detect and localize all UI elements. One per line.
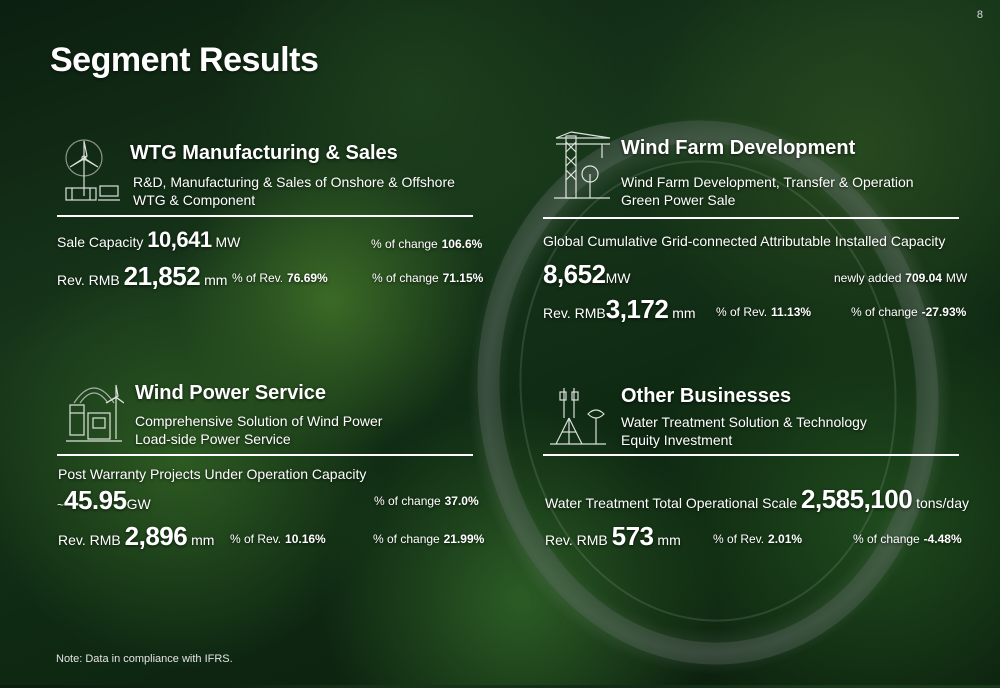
other-businesses-pct-rev: % of Rev. 2.01%	[713, 530, 802, 546]
wind-farm-divider	[543, 217, 959, 219]
wind-farm-rev-change: % of change -27.93%	[851, 303, 966, 319]
other-businesses-divider	[543, 454, 959, 456]
wtg-sale-capacity-value: 10,641	[147, 227, 212, 252]
water-tower-icon	[550, 388, 606, 445]
wind-farm-newly-added: newly added 709.04 MW	[834, 269, 967, 285]
wind-farm-title: Wind Farm Development	[621, 137, 856, 159]
wind-farm-rev-unit: mm	[672, 305, 696, 321]
wind-farm-capacity-value: 8,652	[543, 259, 606, 289]
page-title: Segment Results	[50, 41, 319, 79]
wtg-sale-capacity: Sale Capacity 10,641 MW	[57, 227, 240, 253]
wind-farm-capacity: 8,652MW	[543, 259, 630, 290]
wtg-desc-line2: WTG & Component	[133, 192, 256, 208]
wind-farm-rev-change-value: -27.93%	[921, 305, 967, 319]
wind-farm-pct-rev: % of Rev. 11.13%	[716, 303, 811, 319]
wind-power-service-change-label: % of change	[374, 494, 441, 508]
wtg-revenue: Rev. RMB 21,852 mm	[57, 261, 227, 292]
wind-farm-capacity-unit: MW	[605, 270, 631, 286]
wtg-sale-capacity-change: % of change 106.6%	[371, 235, 482, 251]
wind-farm-newly-added-unit: MW	[945, 271, 968, 285]
wind-turbine-icon	[65, 139, 120, 201]
wtg-change-label: % of change	[371, 237, 438, 251]
wtg-rev-change-value: 71.15%	[442, 271, 484, 285]
wind-power-service-pct-rev-label: % of Rev.	[230, 532, 282, 546]
wind-power-service-capacity-value: 45.95	[64, 485, 127, 515]
wtg-rev-unit: mm	[204, 272, 228, 288]
other-businesses-rev-change-value: -4.48%	[923, 532, 962, 546]
wtg-pct-rev: % of Rev. 76.69%	[232, 269, 328, 285]
wind-power-service-pct-rev: % of Rev. 10.16%	[230, 530, 326, 546]
wind-farm-desc-line2: Green Power Sale	[621, 192, 736, 208]
wind-farm-rev-change-label: % of change	[851, 305, 918, 319]
other-businesses-desc-line2: Equity Investment	[621, 432, 733, 448]
wind-power-service-rev-change-value: 21.99%	[443, 532, 485, 546]
construction-crane-icon	[554, 131, 611, 199]
wind-power-service-capacity-label: Post Warranty Projects Under Operation C…	[58, 466, 367, 482]
wtg-rev-label: Rev. RMB	[57, 272, 120, 288]
wind-power-service-divider	[57, 454, 473, 456]
wind-farm-newly-added-label: newly added	[834, 271, 902, 285]
other-businesses-scale: Water Treatment Total Operational Scale …	[545, 484, 969, 515]
other-businesses-rev-unit: mm	[657, 532, 681, 548]
wind-power-service-capacity-unit: GW	[126, 496, 151, 512]
other-businesses-rev-change: % of change -4.48%	[853, 530, 962, 546]
wind-power-service-rev-change-label: % of change	[373, 532, 440, 546]
other-businesses-rev-value: 573	[611, 521, 654, 551]
wind-power-service-rev-change: % of change 21.99%	[373, 530, 484, 546]
wind-farm-revenue: Rev. RMB3,172 mm	[543, 294, 696, 325]
other-businesses-rev-change-label: % of change	[853, 532, 920, 546]
wtg-sale-capacity-label: Sale Capacity	[57, 234, 144, 250]
wtg-rev-value: 21,852	[123, 261, 201, 291]
wind-farm-newly-added-value: 709.04	[905, 271, 942, 285]
wtg-rev-change: % of change 71.15%	[372, 269, 483, 285]
wtg-pct-rev-value: 76.69%	[287, 271, 328, 285]
wind-farm-capacity-label: Global Cumulative Grid-connected Attribu…	[543, 233, 946, 249]
other-businesses-pct-rev-label: % of Rev.	[713, 532, 765, 546]
wtg-title: WTG Manufacturing & Sales	[130, 142, 398, 164]
wtg-sale-capacity-unit: MW	[215, 234, 241, 250]
other-businesses-scale-value: 2,585,100	[801, 484, 913, 514]
other-businesses-scale-label: Water Treatment Total Operational Scale	[545, 495, 798, 511]
wtg-rev-change-label: % of change	[372, 271, 439, 285]
wind-power-service-rev-label: Rev. RMB	[58, 532, 121, 548]
wind-farm-rev-value: 3,172	[605, 294, 669, 324]
wtg-desc-line1: R&D, Manufacturing & Sales of Onshore & …	[133, 174, 455, 190]
wind-farm-pct-rev-value: 11.13%	[771, 305, 812, 319]
wind-power-service-pct-rev-value: 10.16%	[285, 532, 326, 546]
page-number: 8	[976, 9, 983, 21]
wind-farm-pct-rev-label: % of Rev.	[716, 305, 768, 319]
other-businesses-rev-label: Rev. RMB	[545, 532, 608, 548]
wtg-pct-rev-label: % of Rev.	[232, 271, 284, 285]
other-businesses-desc-line1: Water Treatment Solution & Technology	[621, 414, 867, 430]
other-businesses-title: Other Businesses	[621, 385, 792, 407]
wtg-divider	[57, 215, 473, 217]
other-businesses-scale-unit: tons/day	[916, 495, 970, 511]
wind-power-service-desc-line2: Load-side Power Service	[135, 431, 291, 447]
wind-power-service-capacity-change: % of change 37.0%	[374, 492, 479, 508]
wind-power-service-revenue: Rev. RMB 2,896 mm	[58, 521, 214, 552]
footnote: Note: Data in compliance with IFRS.	[56, 653, 233, 665]
wind-power-service-desc-line1: Comprehensive Solution of Wind Power	[135, 413, 383, 429]
wind-power-service-rev-unit: mm	[191, 532, 215, 548]
other-businesses-revenue: Rev. RMB 573 mm	[545, 521, 681, 552]
service-turbine-icon	[66, 384, 124, 442]
wind-power-service-title: Wind Power Service	[135, 382, 326, 404]
wind-farm-desc-line1: Wind Farm Development, Transfer & Operat…	[621, 174, 914, 190]
wind-power-service-capacity-prefix: ~	[57, 498, 65, 512]
wtg-sale-capacity-change-value: 106.6%	[441, 237, 483, 251]
wind-power-service-capacity-change-value: 37.0%	[444, 494, 479, 508]
wind-power-service-capacity: ~45.95GW	[57, 485, 151, 516]
wind-power-service-rev-value: 2,896	[124, 521, 188, 551]
wind-farm-rev-label: Rev. RMB	[543, 305, 606, 321]
other-businesses-pct-rev-value: 2.01%	[768, 532, 803, 546]
